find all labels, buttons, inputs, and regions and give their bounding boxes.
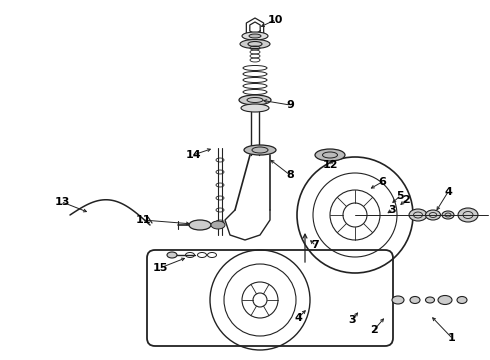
Text: 10: 10	[268, 15, 283, 25]
Text: 7: 7	[311, 240, 319, 250]
Text: 9: 9	[286, 100, 294, 110]
Ellipse shape	[241, 104, 269, 112]
Ellipse shape	[189, 220, 211, 230]
Text: 15: 15	[152, 263, 168, 273]
Text: 4: 4	[294, 313, 302, 323]
Ellipse shape	[240, 40, 270, 49]
Text: 14: 14	[185, 150, 201, 160]
Ellipse shape	[438, 296, 452, 305]
Text: 1: 1	[448, 333, 456, 343]
Ellipse shape	[457, 297, 467, 303]
Ellipse shape	[458, 208, 478, 222]
Ellipse shape	[242, 32, 268, 40]
Ellipse shape	[167, 252, 177, 258]
Text: 3: 3	[388, 205, 396, 215]
Text: 11: 11	[135, 215, 151, 225]
Text: 5: 5	[396, 191, 404, 201]
Text: 4: 4	[444, 187, 452, 197]
Text: 12: 12	[322, 160, 338, 170]
Ellipse shape	[442, 211, 454, 219]
Ellipse shape	[211, 221, 225, 229]
Ellipse shape	[249, 34, 261, 38]
Text: 2: 2	[370, 325, 378, 335]
Ellipse shape	[425, 297, 435, 303]
Ellipse shape	[244, 145, 276, 155]
Text: 3: 3	[348, 315, 356, 325]
Ellipse shape	[425, 210, 441, 220]
Text: 6: 6	[378, 177, 386, 187]
Ellipse shape	[239, 95, 271, 105]
Ellipse shape	[409, 209, 427, 221]
Text: 2: 2	[402, 195, 410, 205]
Ellipse shape	[315, 149, 345, 161]
Text: 13: 13	[54, 197, 70, 207]
Ellipse shape	[392, 296, 404, 304]
Ellipse shape	[410, 297, 420, 303]
Text: 8: 8	[286, 170, 294, 180]
